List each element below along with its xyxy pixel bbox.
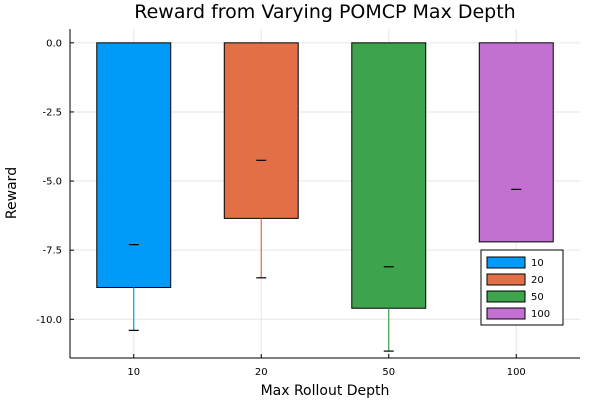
x-tick-label: 50: [382, 367, 395, 378]
bars-group: [96, 42, 554, 352]
x-tick-label: 20: [255, 367, 268, 378]
bar-10: [96, 42, 172, 288]
legend-label-20: 20: [531, 275, 544, 286]
x-axis-label: Max Rollout Depth: [261, 383, 390, 399]
legend-swatch-50: [486, 290, 526, 303]
bar-100: [478, 42, 554, 243]
legend-label-100: 100: [531, 309, 550, 320]
x-tick-label: 100: [507, 367, 526, 378]
x-tick-label: 10: [127, 367, 140, 378]
y-axis-label: Reward: [4, 167, 20, 219]
legend-swatch-10: [486, 256, 526, 269]
legend-label-50: 50: [531, 292, 544, 303]
y-tick-label: 0.0: [46, 38, 62, 49]
legend-swatch-20: [486, 273, 526, 286]
y-tick-label: -7.5: [42, 246, 62, 257]
y-tick-label: -2.5: [42, 107, 62, 118]
y-tick-label: -10.0: [36, 315, 62, 326]
legend-label-10: 10: [531, 258, 544, 269]
chart-title: Reward from Varying POMCP Max Depth: [134, 1, 515, 23]
y-tick-label: -5.0: [42, 177, 62, 188]
legend-swatch-100: [486, 307, 526, 320]
legend: 10 20 50 100: [480, 249, 564, 326]
axes: [69, 29, 580, 359]
bar-20: [223, 42, 299, 219]
x-ticks: 10 20 50 100: [127, 354, 526, 378]
y-ticks: 0.0 -2.5 -5.0 -7.5 -10.0: [36, 38, 74, 326]
bar-50: [351, 42, 427, 309]
